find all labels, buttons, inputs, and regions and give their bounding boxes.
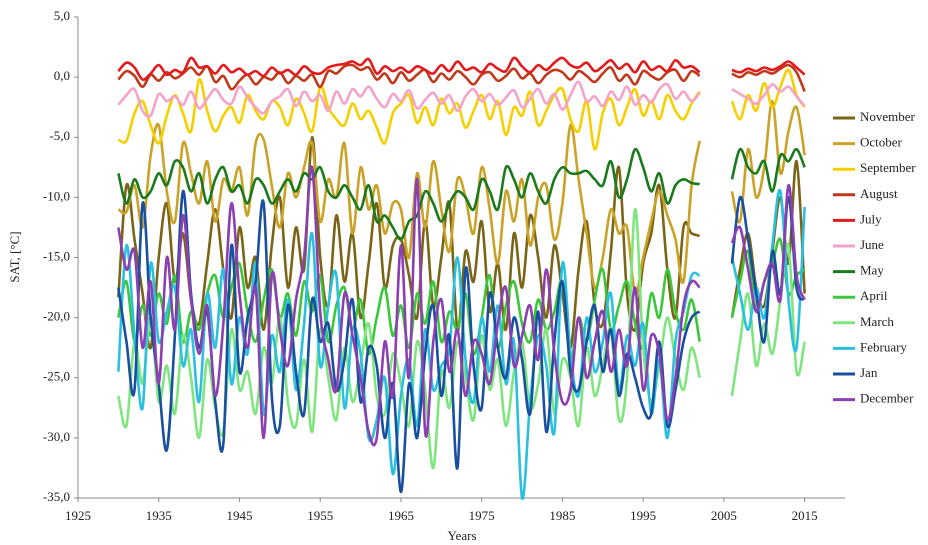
series-line — [117, 147, 806, 241]
y-tick-label: -20,0 — [43, 309, 70, 324]
y-tick-label: 0,0 — [54, 68, 70, 83]
y-tick-label: -30,0 — [43, 429, 70, 444]
legend-label: September — [860, 160, 916, 175]
x-tick-label: 1945 — [226, 508, 252, 523]
y-axis-label: SAT, [°C] — [7, 231, 22, 282]
series-line — [117, 63, 806, 93]
y-tick-label: -10,0 — [43, 188, 70, 203]
legend-label: June — [860, 237, 884, 252]
series-line — [117, 56, 806, 81]
legend-label: March — [860, 314, 894, 329]
legend-label: December — [860, 391, 914, 406]
series-line — [117, 80, 806, 118]
x-axis-label: Years — [447, 528, 476, 543]
legend-label: Jan — [860, 365, 878, 380]
x-tick-label: 1935 — [146, 508, 172, 523]
x-tick-label: 1975 — [469, 508, 495, 523]
x-tick-label: 1925 — [65, 508, 91, 523]
x-tick-label: 1955 — [307, 508, 333, 523]
x-tick-label: 1965 — [388, 508, 414, 523]
x-tick-label: 2005 — [711, 508, 737, 523]
x-tick-label: 2015 — [792, 508, 818, 523]
series-line — [117, 188, 806, 500]
y-tick-label: -25,0 — [43, 369, 70, 384]
legend-label: November — [860, 109, 916, 124]
legend-label: August — [860, 186, 898, 201]
x-tick-label: 1995 — [630, 508, 656, 523]
y-tick-label: 5,0 — [54, 8, 70, 23]
legend-label: October — [860, 135, 903, 150]
legend-label: April — [860, 288, 888, 303]
x-tick-label: 1985 — [549, 508, 575, 523]
legend-label: May — [860, 263, 884, 278]
y-tick-label: -35,0 — [43, 489, 70, 504]
y-tick-label: -15,0 — [43, 248, 70, 263]
legend-label: February — [860, 339, 907, 354]
series-line — [117, 165, 806, 447]
legend-label: July — [860, 211, 882, 226]
series-line — [117, 99, 806, 296]
y-tick-label: -5,0 — [49, 128, 70, 143]
series-line — [117, 68, 806, 151]
